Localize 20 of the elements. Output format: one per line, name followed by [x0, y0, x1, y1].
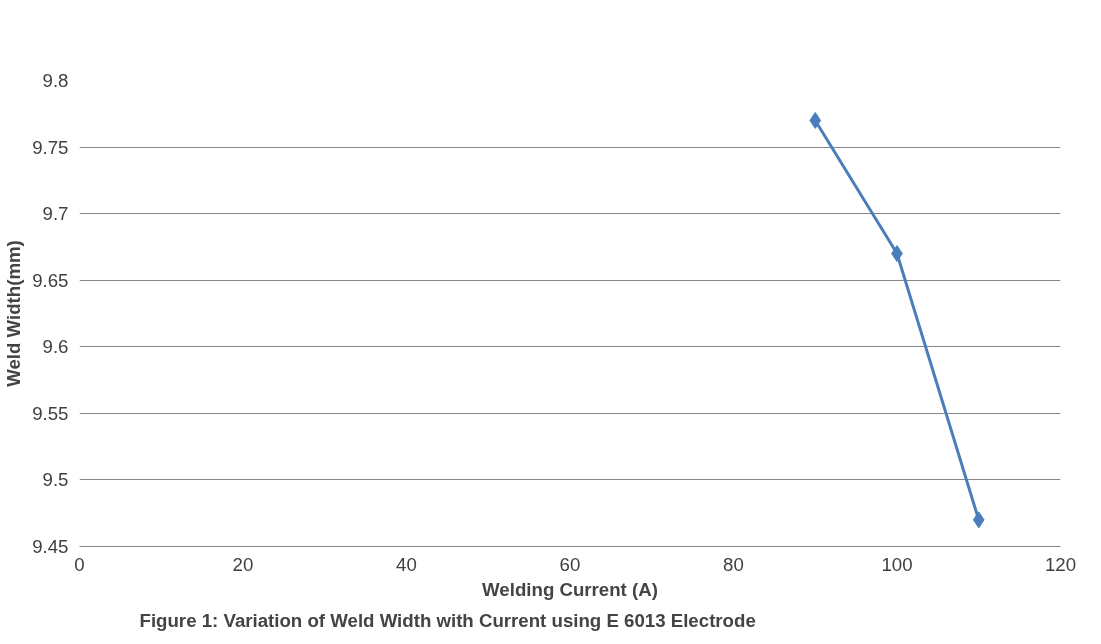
y-tick-label: 9.75: [32, 136, 69, 158]
x-tick-label: 20: [232, 553, 254, 575]
point: [809, 111, 822, 129]
y-tick-label: 9.5: [42, 469, 69, 491]
y-tick-label: 9.7: [42, 203, 69, 225]
y-axis-title: Weld Width(mm): [3, 240, 25, 387]
x-tick-label: 100: [881, 553, 913, 575]
x-tick-label: 40: [396, 553, 417, 575]
point: [972, 511, 985, 529]
caption: Figure 1: Variation of Weld Width with Current using E 6013 Electrode: [139, 609, 756, 631]
y-tick-label: 9.45: [32, 536, 69, 557]
x-tick-label: 0: [74, 553, 85, 575]
x-tick-label: 60: [559, 553, 581, 575]
x-tick-label: 120: [1044, 553, 1077, 575]
y-tick-label: 9.6: [42, 336, 69, 358]
y-tick-label: 9.65: [32, 269, 69, 291]
y-tick-label: 9.8: [42, 70, 69, 91]
x-axis-title: Welding Current (A): [482, 578, 658, 600]
x-tick-label: 80: [723, 553, 744, 575]
y-tick-label: 9.55: [32, 402, 69, 424]
